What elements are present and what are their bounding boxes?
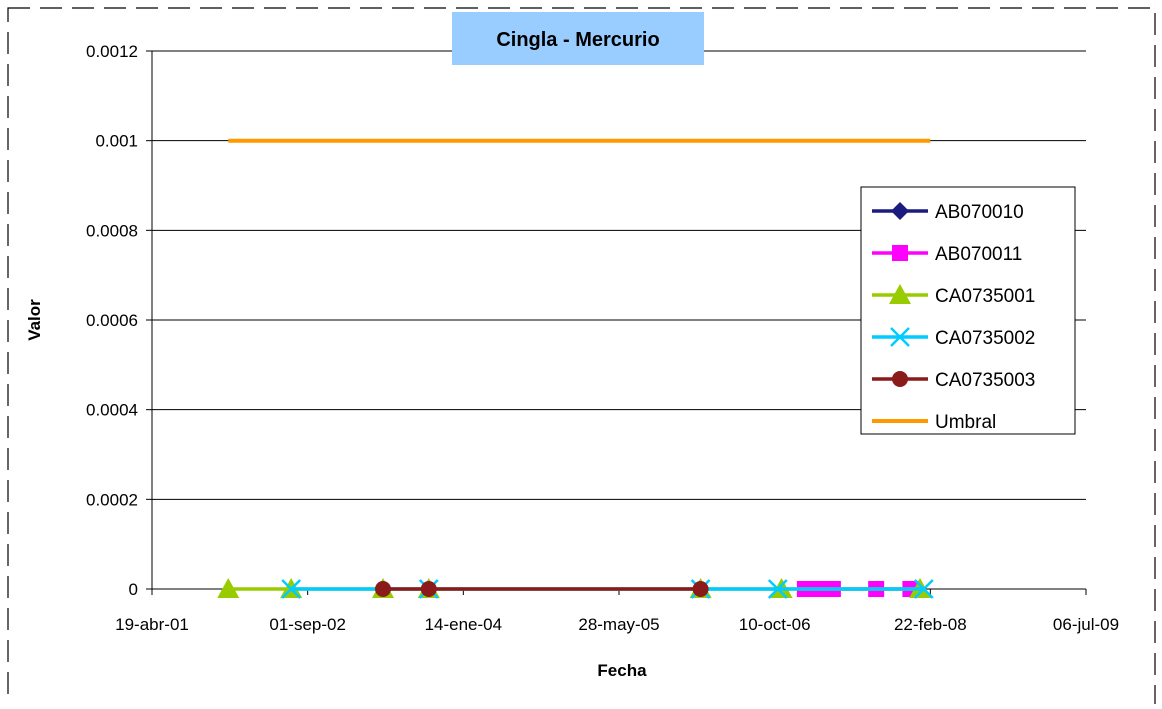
chart-title: Cingla - Mercurio [496, 29, 659, 51]
legend-label-ab070011: AB070011 [935, 244, 1022, 265]
y-tick-label: 0.001 [95, 132, 138, 151]
x-tick-label: 01-sep-02 [269, 615, 346, 634]
x-tick-label: 14-ene-04 [425, 615, 503, 634]
legend-label-ca0735003: CA0735003 [935, 370, 1035, 391]
x-tick-label: 10-oct-06 [739, 615, 811, 634]
x-tick-labels: 19-abr-01 01-sep-02 14-ene-04 28-may-05 10-o… [115, 615, 1119, 634]
marker-stroke [767, 579, 788, 599]
legend-label-umbral: Umbral [935, 412, 996, 433]
legend-label-ab070010: AB070010 [935, 202, 1024, 223]
legend-marker-ab070011 [892, 245, 908, 261]
marker-stroke [913, 579, 934, 599]
legend-marker-ab070010 [891, 202, 909, 220]
data-point-ca0735002 [281, 579, 302, 599]
y-tick-label: 0.0004 [86, 401, 138, 420]
legend-marker-ca0735002 [890, 327, 910, 347]
y-tick-label: 0.0012 [86, 42, 138, 61]
data-point-ca0735003 [375, 581, 392, 597]
marker-stroke [281, 579, 302, 599]
data-point-ca0735002 [913, 579, 934, 599]
x-tick-label: 22-feb-08 [894, 615, 967, 634]
x-tick-label: 06-jul-09 [1053, 615, 1119, 634]
data-point-ca0735003 [692, 581, 709, 597]
y-axis-title: Valor [25, 299, 44, 341]
legend: AB070010 AB070011 CA0735001 CA0735002 CA0735… [860, 186, 1076, 435]
data-point-ca0735002 [767, 579, 788, 599]
legend-marker-ca0735003 [892, 371, 908, 387]
legend-label-ca0735001: CA0735001 [935, 286, 1035, 307]
y-tick-label: 0 [129, 580, 138, 599]
x-axis-title: Fecha [597, 661, 647, 680]
y-tick-labels: 0 0.0002 0.0004 0.0006 0.0008 0.001 0.0012 [86, 42, 138, 599]
x-tick-label: 19-abr-01 [115, 615, 189, 634]
data-point-ca0735003 [420, 581, 437, 597]
data-point-ca0735001 [217, 578, 240, 598]
title-box [452, 12, 704, 65]
marker-stroke [890, 327, 910, 347]
legend-label-ca0735002: CA0735002 [935, 328, 1035, 349]
y-tick-label: 0.0008 [86, 221, 138, 240]
legend-marker-ca0735001 [889, 284, 911, 304]
legend-box [860, 186, 1076, 435]
x-tick-label: 28-may-05 [578, 615, 659, 634]
y-tick-label: 0.0006 [86, 311, 138, 330]
series-layer [217, 138, 934, 599]
y-tick-label: 0.0002 [86, 490, 138, 509]
